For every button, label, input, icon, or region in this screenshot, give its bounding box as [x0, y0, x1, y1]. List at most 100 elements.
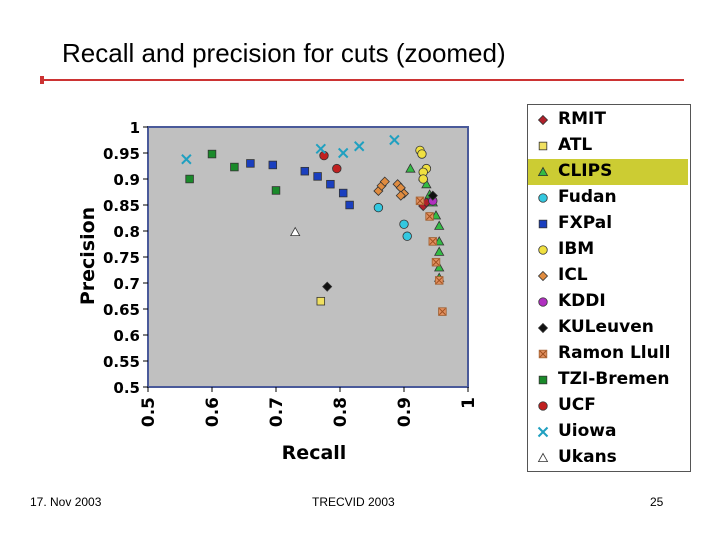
legend-marker-atl — [538, 141, 548, 151]
x-tick-label: 0.8 — [331, 397, 351, 427]
legend-marker-uiowa — [537, 426, 549, 438]
legend-marker-shape — [537, 452, 549, 463]
x-tick-label: 0.9 — [395, 397, 415, 427]
data-point-kuleuven — [427, 190, 438, 201]
x-tick-label: 0.6 — [203, 397, 223, 427]
data-point-atl — [316, 296, 326, 306]
legend-item-ukans: Ukans — [528, 445, 688, 471]
legend-label-ibm: IBM — [558, 239, 595, 259]
legend-label-atl: ATL — [558, 135, 593, 155]
x-axis-label: Recall — [282, 442, 347, 464]
data-point-ramon-llull — [428, 237, 438, 246]
legend-label-fxpal: FXPal — [558, 213, 613, 233]
legend-marker-shape — [537, 426, 549, 438]
legend-item-rmit: RMIT — [528, 107, 688, 133]
legend-label-uiowa: Uiowa — [558, 421, 617, 441]
data-point-kuleuven — [322, 281, 333, 292]
data-point-ukans — [290, 226, 301, 237]
legend-marker-ucf — [538, 401, 548, 411]
legend-marker-shape — [537, 166, 549, 177]
legend-marker-shape — [537, 322, 549, 334]
data-point-ramon-llull — [431, 257, 441, 267]
legend-marker-shape — [538, 245, 548, 255]
y-tick-label: 0.7 — [113, 275, 140, 293]
data-point-clips — [421, 178, 432, 189]
data-point-clips — [434, 220, 445, 230]
data-point-uiowa — [389, 134, 400, 146]
legend-label-ucf: UCF — [558, 395, 596, 415]
data-point-fxpal — [326, 179, 335, 189]
data-point-tzi-bremen — [185, 174, 194, 184]
data-point-clips — [434, 246, 445, 256]
data-point-uiowa — [353, 141, 365, 152]
legend-marker-tzi-bremen — [538, 375, 548, 385]
legend-item-atl: ATL — [528, 133, 688, 159]
data-point-icl — [379, 176, 390, 187]
footer-event: TRECVID 2003 — [312, 495, 395, 509]
data-point-uiowa — [315, 143, 327, 155]
legend-item-uiowa: Uiowa — [528, 419, 688, 445]
data-point-ibm — [417, 149, 427, 159]
data-point-fxpal — [246, 159, 255, 168]
legend-marker-ramon-llull — [538, 349, 548, 359]
legend-marker-shape — [538, 401, 548, 411]
legend-marker-kddi — [538, 297, 548, 307]
slide-title: Recall and precision for cuts (zoomed) — [62, 38, 506, 68]
legend-marker-kuleuven — [537, 322, 549, 334]
y-tick-label: 0.55 — [103, 353, 140, 371]
data-point-uiowa — [337, 147, 349, 159]
data-point-icl — [395, 190, 406, 201]
legend-label-rmit: RMIT — [558, 109, 606, 129]
legend-marker-shape — [537, 270, 549, 282]
legend-marker-ukans — [537, 452, 549, 463]
legend-item-kuleuven: KULeuven — [528, 315, 688, 341]
title-accent-mark — [40, 76, 44, 84]
legend-item-fudan: Fudan — [528, 185, 688, 211]
x-tick-label: 0.5 — [139, 397, 159, 427]
legend-item-fxpal: FXPal — [528, 211, 688, 237]
legend-item-kddi: KDDI — [528, 289, 688, 315]
legend-marker-shape — [538, 297, 548, 307]
legend-marker-fxpal — [538, 219, 548, 229]
y-axis-label: Precision — [77, 207, 99, 305]
legend-label-ukans: Ukans — [558, 447, 617, 467]
legend-label-fudan: Fudan — [558, 187, 617, 207]
data-point-fxpal — [313, 172, 322, 181]
legend-marker-fudan — [538, 193, 548, 203]
data-point-ramon-llull — [425, 212, 434, 221]
chart-legend: RMIT ATL CLIPS Fudan FXPal IBM ICL KDDI KULeuven… — [527, 104, 691, 472]
data-point-fxpal — [345, 200, 354, 210]
legend-marker-shape — [538, 193, 548, 203]
data-point-ramon-llull — [438, 307, 447, 316]
data-point-fudan — [399, 219, 409, 229]
legend-marker-shape — [538, 375, 548, 385]
legend-label-ramon-llull: Ramon Llull — [558, 343, 671, 363]
legend-marker-shape — [538, 219, 548, 229]
legend-item-tzi-bremen: TZI-Bremen — [528, 367, 688, 393]
legend-marker-shape — [538, 141, 548, 151]
legend-marker-rmit — [537, 114, 549, 126]
legend-label-kuleuven: KULeuven — [558, 317, 654, 337]
data-point-fxpal — [338, 188, 348, 198]
data-point-clips — [434, 262, 445, 272]
y-tick-label: 0.6 — [113, 327, 140, 345]
data-point-clips — [405, 163, 416, 173]
y-tick-label: 1 — [130, 119, 140, 137]
footer-date: 17. Nov 2003 — [30, 495, 102, 509]
legend-marker-shape — [538, 349, 548, 359]
data-point-ramon-llull — [415, 196, 425, 206]
legend-marker-shape — [537, 114, 549, 126]
legend-item-icl: ICL — [528, 263, 688, 289]
x-tick-label: 1 — [459, 397, 479, 409]
plot-area — [147, 126, 469, 388]
legend-item-ucf: UCF — [528, 393, 688, 419]
y-tick-label: 0.95 — [103, 145, 140, 163]
title-underline — [44, 79, 684, 81]
data-point-fudan — [373, 202, 384, 213]
data-point-ramon-llull — [434, 276, 444, 285]
data-point-uiowa — [181, 154, 192, 165]
y-tick-label: 0.75 — [103, 249, 140, 267]
y-tick-label: 0.8 — [113, 223, 140, 241]
legend-item-ibm: IBM — [528, 237, 688, 263]
